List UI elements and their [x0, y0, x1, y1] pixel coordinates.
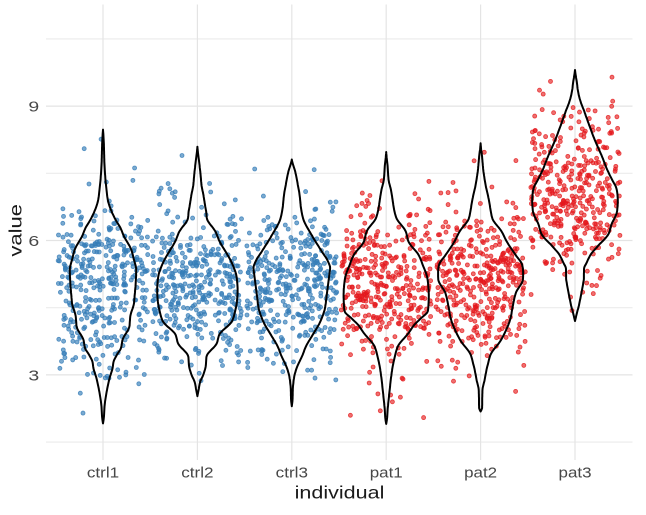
svg-text:pat2: pat2: [464, 465, 497, 481]
svg-text:pat3: pat3: [559, 465, 592, 481]
svg-text:9: 9: [28, 98, 39, 115]
svg-text:ctrl2: ctrl2: [181, 465, 213, 482]
svg-text:3: 3: [28, 367, 39, 384]
svg-text:individual: individual: [295, 483, 385, 503]
svg-text:6: 6: [28, 232, 39, 249]
svg-text:pat1: pat1: [370, 465, 403, 481]
svg-text:ctrl3: ctrl3: [276, 465, 308, 482]
svg-text:ctrl1: ctrl1: [87, 465, 119, 482]
svg-text:value: value: [6, 204, 25, 257]
